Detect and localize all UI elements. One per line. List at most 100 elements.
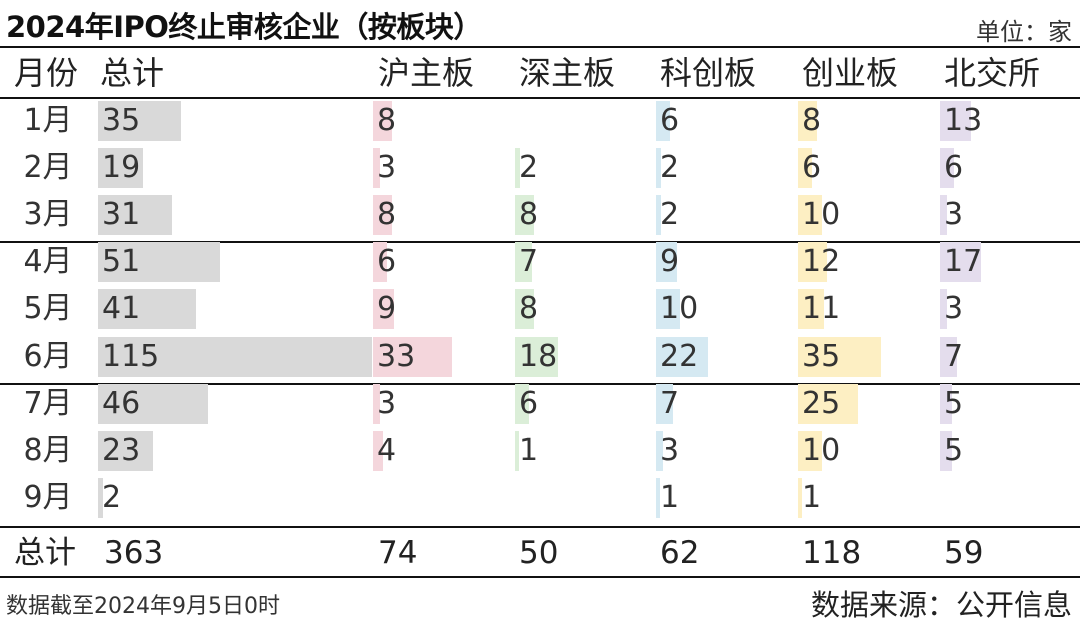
table-bar bbox=[940, 289, 948, 330]
table-cell-value: 33 bbox=[377, 338, 416, 374]
row-month-label: 2月 bbox=[23, 150, 73, 186]
table-bar bbox=[656, 242, 678, 283]
table-bar bbox=[656, 477, 660, 518]
table-bar bbox=[940, 195, 948, 236]
table-bar bbox=[98, 383, 208, 424]
table-bar bbox=[373, 195, 393, 236]
table-bar bbox=[940, 430, 952, 471]
table-cell-value: 9 bbox=[660, 244, 680, 280]
table-cell-value: 35 bbox=[102, 103, 141, 138]
table-cell-value: 8 bbox=[377, 103, 397, 138]
table-bar bbox=[373, 430, 383, 471]
column-header: 月份 bbox=[14, 54, 79, 92]
table-bar bbox=[656, 289, 680, 330]
row-month-label: 6月 bbox=[23, 338, 73, 374]
table-cell-value: 18 bbox=[519, 338, 558, 374]
table-bar bbox=[98, 477, 103, 518]
table-bar bbox=[515, 336, 558, 377]
table-cell-value: 2 bbox=[660, 197, 680, 233]
row-month-label: 3月 bbox=[23, 197, 73, 233]
table-cell-value: 51 bbox=[102, 244, 141, 280]
column-header: 科创板 bbox=[660, 54, 757, 92]
table-bar bbox=[940, 101, 971, 141]
row-month-label: 7月 bbox=[23, 385, 73, 421]
table-bar bbox=[373, 383, 381, 424]
table-bar bbox=[798, 477, 802, 518]
table-bar bbox=[798, 289, 825, 330]
table-bar bbox=[656, 430, 664, 471]
table-cell-value: 7 bbox=[660, 385, 680, 421]
table-bar bbox=[940, 148, 955, 189]
table-bar bbox=[515, 430, 519, 471]
table-bar bbox=[98, 101, 182, 141]
table-bar bbox=[515, 383, 530, 424]
header-rule bbox=[0, 97, 1080, 99]
table-bar bbox=[515, 242, 532, 283]
table-bar bbox=[98, 289, 196, 330]
table-cell-value: 41 bbox=[102, 291, 141, 327]
column-header: 深主板 bbox=[519, 54, 616, 92]
table-bar bbox=[798, 101, 818, 141]
table-bar bbox=[515, 148, 520, 189]
table-cell-value: 115 bbox=[102, 338, 160, 374]
total-value: 118 bbox=[802, 535, 862, 571]
table-bar bbox=[940, 336, 957, 377]
table-cell-value: 8 bbox=[377, 197, 397, 233]
table-bar bbox=[373, 336, 452, 377]
table-cell-value: 3 bbox=[377, 385, 397, 421]
row-month-label: 4月 bbox=[23, 244, 73, 280]
table-cell-value: 1 bbox=[660, 479, 680, 515]
row-month-label: 9月 bbox=[23, 479, 73, 515]
table-cell-value: 3 bbox=[377, 150, 397, 186]
column-header: 沪主板 bbox=[378, 54, 475, 92]
table-bar bbox=[798, 148, 813, 189]
total-value: 59 bbox=[944, 535, 984, 571]
table-bar bbox=[373, 148, 381, 189]
table-cell-value: 35 bbox=[802, 338, 841, 374]
table-cell-value: 10 bbox=[802, 432, 841, 468]
top-rule bbox=[0, 46, 1080, 48]
table-cell-value: 10 bbox=[660, 291, 699, 327]
table-cell-value: 11 bbox=[802, 291, 841, 327]
table-cell-value: 2 bbox=[660, 150, 680, 186]
table-cell-value: 6 bbox=[377, 244, 397, 280]
column-header: 总计 bbox=[100, 54, 165, 92]
table-cell-value: 6 bbox=[944, 150, 964, 186]
table-cell-value: 31 bbox=[102, 197, 141, 233]
table-bar bbox=[798, 430, 822, 471]
table-cell-value: 10 bbox=[802, 197, 841, 233]
table-bar bbox=[373, 242, 388, 283]
total-value: 74 bbox=[378, 535, 418, 571]
data-source: 数据来源：公开信息 bbox=[810, 588, 1072, 622]
totals-rule bbox=[0, 526, 1080, 528]
table-bar bbox=[515, 289, 535, 330]
table-cell-value: 46 bbox=[102, 385, 141, 421]
table-cell-value: 3 bbox=[944, 197, 964, 233]
table-cell-value: 1 bbox=[802, 479, 822, 515]
table-cell-value: 3 bbox=[944, 291, 964, 327]
table-bar bbox=[373, 101, 393, 141]
row-month-label: 1月 bbox=[23, 103, 73, 138]
table-title: 2024年IPO终止审核企业（按板块） bbox=[6, 10, 482, 44]
total-value: 50 bbox=[519, 535, 559, 571]
quarter-rule-2 bbox=[0, 383, 1080, 385]
table-bar bbox=[656, 195, 661, 236]
table-bar bbox=[515, 195, 535, 236]
table-cell-value: 7 bbox=[944, 338, 964, 374]
unit-label: 单位：家 bbox=[976, 18, 1072, 46]
column-header: 北交所 bbox=[944, 54, 1041, 92]
table-bar bbox=[798, 336, 882, 377]
table-bar bbox=[656, 101, 671, 141]
column-header: 创业板 bbox=[802, 54, 899, 92]
table-bar bbox=[940, 383, 952, 424]
row-month-label: 5月 bbox=[23, 291, 73, 327]
table-cell-value: 5 bbox=[944, 385, 964, 421]
table-cell-value: 3 bbox=[660, 432, 680, 468]
table-bar bbox=[940, 242, 981, 283]
total-value: 363 bbox=[104, 535, 164, 571]
table-bar bbox=[656, 336, 709, 377]
table-bar bbox=[798, 242, 827, 283]
table-bar bbox=[373, 289, 395, 330]
table-cell-value: 19 bbox=[102, 150, 141, 186]
table-cell-value: 1 bbox=[519, 432, 539, 468]
